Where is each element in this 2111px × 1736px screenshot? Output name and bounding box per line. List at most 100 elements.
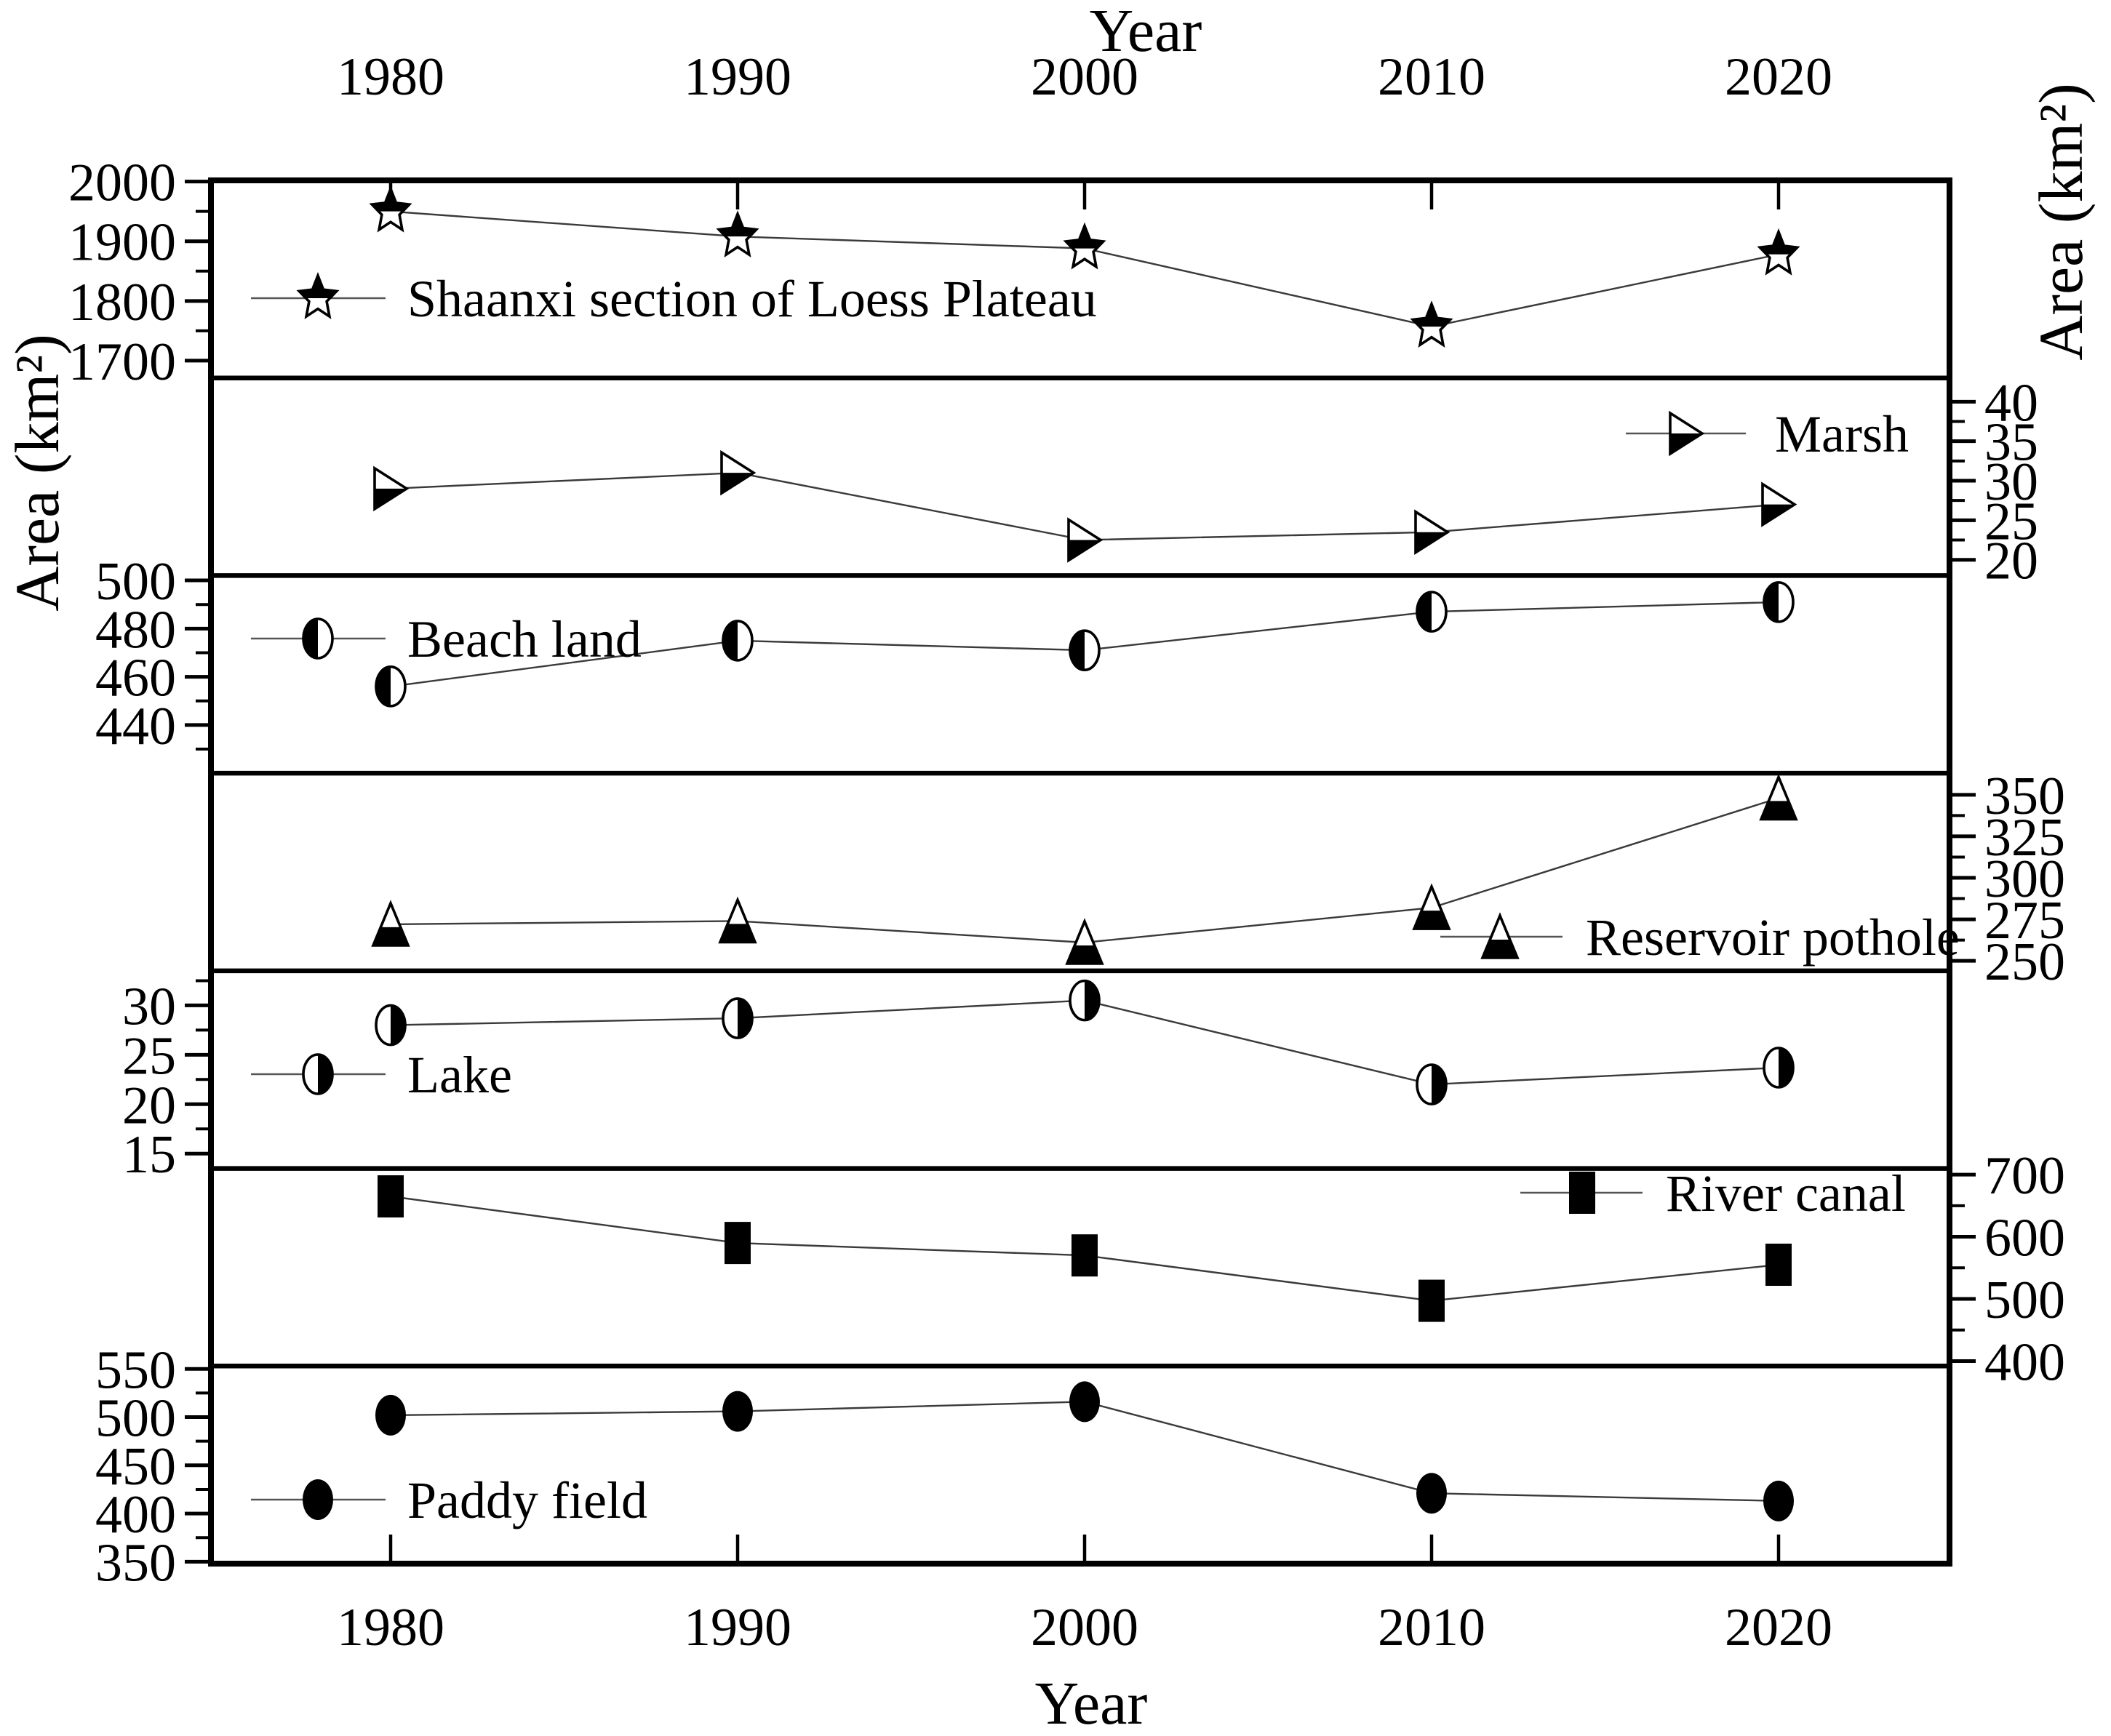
x-tick-label-bottom: 2000: [1031, 1598, 1138, 1657]
legend-label-reservoir-pothole: Reservoir pothole: [1586, 908, 1960, 967]
marker-river-canal: [1418, 1279, 1445, 1322]
legend-label-paddy-field: Paddy field: [407, 1471, 647, 1529]
marker-shape: [1416, 1473, 1447, 1514]
marker-shape: [1764, 582, 1779, 622]
marker-shaanxi-section: [716, 210, 759, 258]
marker-shape: [303, 619, 318, 658]
marker-paddy-field: [722, 1391, 753, 1432]
y-axis-title-left: Area (km²): [2, 334, 72, 612]
marker-beach-land: [375, 665, 407, 708]
marker-shape: [378, 1175, 404, 1218]
marker-lake: [375, 1004, 407, 1047]
y-tick-label-beach-land: 500: [95, 552, 176, 612]
x-tick-label-bottom: 1980: [337, 1598, 444, 1657]
legend-marsh: Marsh: [1626, 405, 1909, 463]
marker-marsh: [373, 465, 410, 512]
marker-beach-land: [1763, 581, 1795, 623]
marker-shape: [1432, 1065, 1446, 1105]
x-tick-label-bottom: 2010: [1378, 1598, 1485, 1657]
marker-shape: [1763, 504, 1795, 525]
legend-label-marsh: Marsh: [1775, 405, 1909, 463]
marker-shape: [1483, 940, 1517, 958]
y-tick-label-lake: 15: [122, 1125, 176, 1185]
marker-reservoir-pothole: [1412, 883, 1451, 930]
marker-shape: [1069, 1381, 1100, 1423]
marker-shape: [1416, 532, 1448, 553]
marker-shape: [375, 488, 407, 509]
marker-river-canal: [378, 1175, 404, 1218]
marker-shape: [1569, 1172, 1595, 1214]
x-tick-label-top: 2010: [1378, 47, 1485, 107]
marker-shape: [1066, 225, 1104, 249]
marker-shaanxi-section: [1063, 222, 1106, 270]
y-tick-label-reservoir-pothole: 275: [1984, 891, 2065, 951]
marker-shape: [1085, 980, 1099, 1020]
y-tick-label-paddy-field: 450: [95, 1437, 176, 1497]
marker-shape: [1418, 1279, 1445, 1322]
marker-shape: [725, 1222, 751, 1265]
plot-frame: [208, 177, 1952, 1567]
marker-shape: [303, 1479, 333, 1520]
y-tick-label-marsh: 40: [1984, 373, 2038, 433]
marker-river-canal: [1072, 1234, 1098, 1277]
marker-marsh: [1761, 481, 1797, 527]
marker-river-canal: [1765, 1244, 1792, 1287]
y-tick-label-beach-land: 480: [95, 600, 176, 660]
y-tick-label-beach-land: 440: [95, 697, 176, 756]
marker-shape: [722, 473, 754, 494]
marker-shape: [722, 1391, 753, 1432]
marker-reservoir-pothole: [718, 896, 757, 944]
y-tick-label-marsh: 20: [1984, 532, 2038, 591]
y-tick-label-beach-land: 460: [95, 649, 176, 708]
x-tick-label-bottom: 1990: [684, 1598, 791, 1657]
marker-beach-land: [1416, 591, 1448, 633]
marker-shape: [1417, 592, 1432, 632]
marker-shaanxi-section: [1757, 228, 1800, 276]
marker-shape: [1414, 911, 1449, 929]
marker-shape: [719, 214, 757, 237]
marker-shape: [738, 999, 752, 1039]
marker-reservoir-pothole: [1759, 773, 1798, 821]
legend-lake: Lake: [251, 1046, 512, 1104]
marker-shape: [723, 620, 738, 660]
y-tick-label-marsh: 25: [1984, 492, 2038, 551]
x-tick-label-top: 2020: [1725, 47, 1832, 107]
y-axis-title-right: Area (km²): [2026, 83, 2096, 361]
marker-shape: [376, 666, 391, 706]
legend-label-lake: Lake: [407, 1046, 512, 1104]
marker-shape: [1070, 631, 1085, 671]
legend-shaanxi-section: Shaanxi section of Loess Plateau: [251, 270, 1097, 328]
marker-beach-land: [1069, 629, 1101, 671]
legend-beach-land: Beach land: [251, 610, 642, 668]
marker-reservoir-pothole: [1065, 918, 1104, 965]
x-tick-label-bottom: 2020: [1725, 1598, 1832, 1657]
marker-paddy-field: [375, 1394, 406, 1436]
marker-shape: [1760, 231, 1797, 255]
marker-paddy-field: [1416, 1473, 1447, 1514]
y-tick-label-paddy-field: 500: [95, 1389, 176, 1449]
marker-shape: [375, 1394, 406, 1436]
marker-shape: [1779, 1047, 1793, 1087]
marker-shaanxi-section: [369, 185, 412, 233]
marker-marsh: [1067, 517, 1104, 563]
marker-shape: [299, 276, 337, 298]
marker-shape: [372, 188, 410, 212]
legend-label-beach-land: Beach land: [407, 610, 642, 668]
marker-shape: [1413, 304, 1450, 327]
y-tick-label-river-canal: 500: [1984, 1271, 2065, 1330]
y-tick-label-shaanxi-section: 2000: [68, 153, 176, 213]
y-tick-label-reservoir-pothole: 325: [1984, 808, 2065, 868]
y-tick-label-river-canal: 400: [1984, 1332, 2065, 1392]
marker-marsh: [1414, 509, 1450, 555]
legend-paddy-field: Paddy field: [251, 1471, 647, 1529]
marker-shape: [1761, 801, 1796, 820]
y-tick-label-shaanxi-section: 1900: [68, 213, 176, 273]
x-tick-label-top: 1980: [337, 47, 444, 107]
